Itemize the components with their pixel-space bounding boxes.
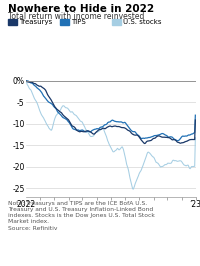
Text: Treasurys: Treasurys: [19, 19, 52, 25]
Text: TIPS: TIPS: [71, 19, 86, 25]
Text: U.S. stocks: U.S. stocks: [123, 19, 162, 25]
Text: Total return with income reinvested: Total return with income reinvested: [8, 12, 144, 21]
Text: Nowhere to Hide in 2022: Nowhere to Hide in 2022: [8, 4, 154, 14]
Text: Note: Treasurys and TIPS are the ICE BofA U.S.
Treasury and U.S. Treasury Inflat: Note: Treasurys and TIPS are the ICE Bof…: [8, 201, 155, 231]
